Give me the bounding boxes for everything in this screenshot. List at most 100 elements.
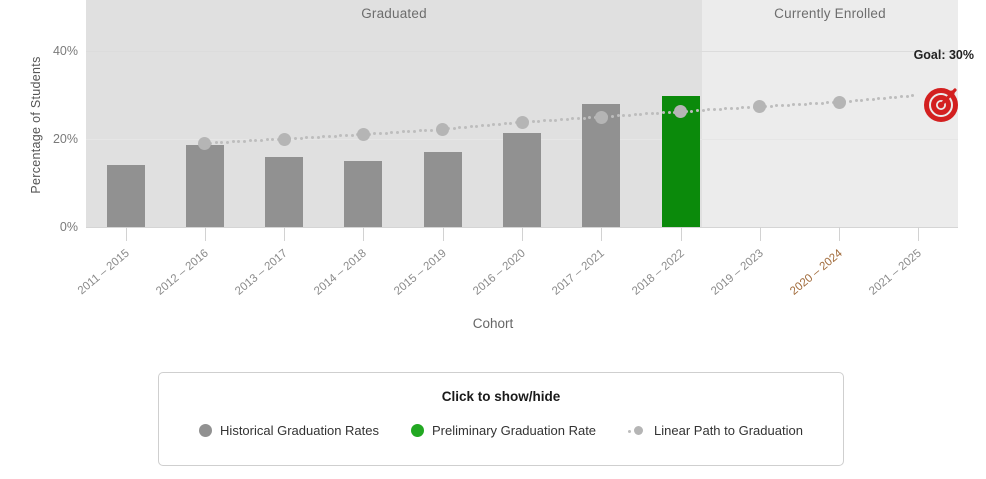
trend-dot	[316, 135, 320, 139]
legend-item-historical[interactable]: Historical Graduation Rates	[199, 423, 379, 438]
x-tick	[125, 227, 127, 241]
trend-marker[interactable]	[436, 122, 450, 136]
trend-dot	[271, 138, 275, 142]
trend-dot	[497, 122, 501, 126]
trend-dot	[294, 136, 297, 140]
trend-dot	[237, 140, 241, 143]
band-currently-enrolled-label: Currently Enrolled	[774, 6, 886, 21]
trend-dot	[344, 134, 348, 138]
trend-dot	[407, 130, 411, 134]
x-axis-label: 2021 – 2025	[867, 247, 925, 298]
bar-historical[interactable]	[265, 156, 304, 227]
trend-dot	[378, 131, 382, 135]
trend-dot	[797, 102, 801, 106]
trend-dot	[865, 98, 869, 102]
trend-dot	[537, 119, 541, 123]
trend-dot	[854, 99, 858, 103]
bar-historical[interactable]	[503, 132, 541, 227]
trend-dot	[373, 132, 377, 136]
trend-dot	[639, 112, 643, 116]
trend-dot	[322, 135, 326, 139]
x-axis-label: 2015 – 2019	[391, 247, 449, 298]
x-axis-label: 2016 – 2020	[471, 247, 528, 298]
x-tick	[204, 227, 206, 241]
trend-dot	[243, 139, 247, 143]
trend-dot	[480, 124, 484, 128]
x-axis-label: 2014 – 2018	[312, 247, 370, 298]
trend-dot	[718, 107, 722, 111]
x-tick	[918, 227, 920, 241]
bar-historical[interactable]	[344, 161, 383, 227]
trend-marker[interactable]	[515, 115, 529, 129]
trend-dot	[882, 96, 886, 100]
trend-dot	[299, 136, 303, 140]
trend-marker[interactable]	[277, 132, 291, 146]
trend-dot	[905, 94, 909, 98]
trend-dot	[611, 114, 615, 118]
trend-dot	[565, 117, 569, 121]
trend-dot	[662, 111, 666, 115]
legend-label-preliminary: Preliminary Graduation Rate	[432, 423, 597, 438]
trend-dot	[780, 103, 784, 107]
trend-dot	[390, 131, 394, 135]
trend-dot	[310, 135, 314, 139]
x-tick	[363, 227, 365, 241]
trend-dot	[696, 109, 700, 113]
trend-dot	[503, 122, 507, 126]
trend-dot	[645, 112, 649, 116]
trend-dot	[463, 125, 467, 129]
trend-dot	[724, 107, 728, 111]
trend-dot	[220, 140, 224, 144]
trend-dot	[412, 129, 416, 133]
trend-dot	[894, 95, 898, 99]
trend-dot	[848, 99, 852, 103]
trend-dot	[475, 124, 479, 128]
trend-marker[interactable]	[832, 95, 846, 109]
trend-dot	[260, 138, 264, 142]
legend-swatch-linear-path-icon	[628, 424, 646, 437]
bar-historical[interactable]	[106, 165, 145, 227]
trend-dot	[458, 126, 462, 130]
trend-dot	[469, 125, 473, 129]
trend-dot	[650, 112, 654, 116]
trend-marker[interactable]	[356, 128, 370, 142]
x-axis-label: 2012 – 2016	[154, 247, 211, 298]
x-tick	[601, 227, 603, 241]
bar-historical[interactable]	[582, 103, 621, 227]
trend-marker[interactable]	[674, 105, 688, 119]
trend-dot	[622, 113, 626, 117]
bar-historical[interactable]	[423, 152, 462, 227]
trend-marker[interactable]	[198, 136, 212, 150]
x-axis-title: Cohort	[472, 316, 514, 331]
trend-dot	[327, 134, 331, 138]
trend-dot	[571, 117, 575, 121]
x-axis-label: 2020 – 2024	[788, 247, 845, 298]
x-axis-label: 2017 – 2021	[550, 247, 608, 298]
x-tick	[522, 227, 523, 241]
trend-dot	[509, 121, 513, 125]
x-tick	[839, 227, 841, 241]
trend-dot	[775, 104, 779, 108]
trend-dot	[741, 106, 745, 110]
legend-item-linear-path[interactable]: Linear Path to Graduation	[628, 423, 803, 438]
trend-dot	[554, 118, 558, 122]
bar-historical[interactable]	[185, 144, 224, 227]
trend-dot	[452, 126, 456, 130]
legend-item-preliminary[interactable]: Preliminary Graduation Rate	[411, 423, 596, 438]
trend-dot	[424, 128, 428, 132]
goal-label: Goal: 30%	[913, 48, 974, 62]
trend-marker[interactable]	[594, 110, 608, 124]
trend-marker[interactable]	[753, 100, 767, 114]
trend-dot	[350, 133, 354, 137]
trend-dot	[690, 109, 694, 113]
x-tick	[442, 227, 444, 241]
trend-dot	[899, 95, 903, 98]
trend-dot	[254, 139, 258, 143]
trend-dot	[231, 140, 235, 144]
trend-dot	[418, 129, 422, 133]
x-tick	[284, 227, 286, 241]
x-axis-label: 2018 – 2022	[629, 247, 687, 298]
trend-dot	[786, 103, 790, 107]
trend-dot	[826, 101, 830, 105]
